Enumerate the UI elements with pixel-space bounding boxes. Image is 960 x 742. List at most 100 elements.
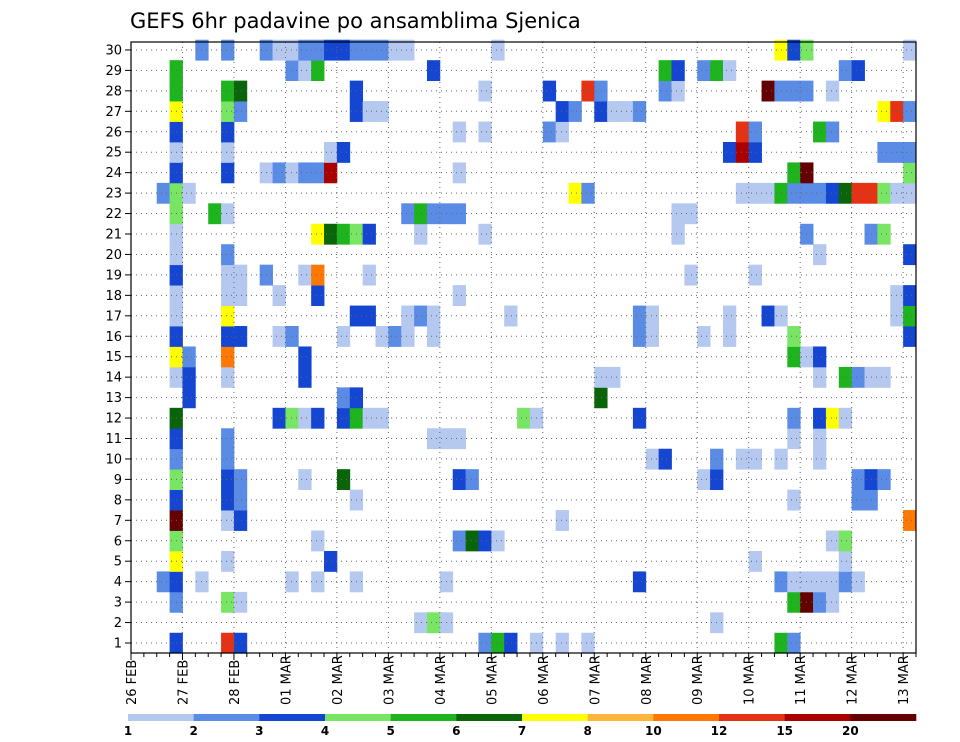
- heatmap-cell: [208, 203, 222, 225]
- heatmap-cell: [825, 530, 840, 552]
- heatmap-cell: [697, 326, 711, 347]
- heatmap-cell: [221, 510, 235, 531]
- heatmap-cell: [324, 39, 338, 61]
- heatmap-cell: [825, 571, 840, 593]
- heatmap-cell: [233, 264, 248, 286]
- heatmap-cell: [851, 489, 865, 511]
- heatmap-cell: [684, 264, 698, 286]
- heatmap-cell: [336, 387, 351, 409]
- heatmap-cell: [388, 326, 402, 347]
- heatmap-cell: [813, 448, 827, 470]
- x-tick-label: 28 FEB: [228, 660, 243, 705]
- heatmap-cell: [362, 39, 376, 61]
- heatmap-cell: [336, 39, 351, 61]
- heatmap-cell: [517, 407, 531, 429]
- y-tick-label: 30: [105, 43, 122, 58]
- legend-tick-label: 2: [189, 724, 197, 738]
- heatmap-cell: [221, 366, 235, 388]
- plot-frame: [130, 41, 917, 654]
- heatmap-cell: [285, 39, 299, 61]
- heatmap-cell: [298, 39, 312, 61]
- heatmap-cell: [903, 101, 917, 122]
- heatmap-cell: [452, 469, 466, 491]
- heatmap-cell: [671, 80, 685, 102]
- heatmap-cell: [722, 141, 737, 163]
- heatmap-cell: [658, 60, 672, 82]
- heatmap-cell: [221, 285, 235, 306]
- heatmap-cell: [903, 326, 917, 347]
- y-tick-label: 23: [105, 187, 122, 202]
- heatmap-cell: [221, 591, 235, 613]
- y-tick-label: 13: [105, 391, 122, 406]
- heatmap-cell: [272, 285, 286, 306]
- heatmap-cell: [838, 366, 853, 388]
- heatmap-cell: [851, 469, 865, 491]
- heatmap-cell: [272, 39, 286, 61]
- heatmap-cell: [748, 182, 762, 204]
- y-axis: 1234567891011121314151617181920212223242…: [105, 43, 131, 652]
- heatmap-cell: [401, 326, 415, 347]
- x-tick-label: 05 MAR: [485, 655, 500, 705]
- heatmap-cell: [658, 448, 672, 470]
- heatmap-cell: [787, 632, 801, 654]
- heatmap-cell: [452, 285, 466, 306]
- heatmap-cell: [221, 305, 235, 327]
- legend-swatch: [784, 714, 851, 721]
- heatmap-cell: [838, 550, 853, 572]
- heatmap-cell: [684, 203, 698, 225]
- heatmap-cell: [787, 39, 801, 61]
- heatmap-cell: [388, 39, 402, 61]
- y-tick-label: 3: [114, 596, 122, 611]
- legend-tick-label: 7: [518, 724, 526, 738]
- legend-swatch: [522, 714, 588, 721]
- heatmap-cell: [632, 326, 647, 347]
- legend-swatch: [193, 714, 260, 721]
- heatmap-cell: [632, 571, 647, 593]
- x-tick-label: 04 MAR: [434, 655, 449, 705]
- heatmap-cell: [452, 428, 466, 450]
- heatmap-cell: [285, 407, 299, 429]
- heatmap-cell: [221, 550, 235, 572]
- heatmap-cell: [478, 80, 492, 102]
- heatmap-cell: [851, 60, 865, 82]
- heatmap-cell: [298, 162, 312, 184]
- legend-swatch: [390, 714, 457, 721]
- y-tick-label: 7: [114, 514, 122, 529]
- heatmap-cell: [581, 182, 595, 204]
- heatmap-cell: [568, 101, 582, 122]
- x-tick-label: 10 MAR: [743, 655, 758, 705]
- heatmap-cell: [748, 121, 762, 143]
- heatmap-cell: [735, 182, 750, 204]
- y-tick-label: 25: [105, 146, 122, 161]
- heatmap-cell: [465, 469, 479, 491]
- heatmap-cell: [298, 366, 312, 388]
- heatmap-cell: [375, 407, 389, 429]
- heatmap-cell: [555, 121, 569, 143]
- heatmap-cell: [272, 326, 286, 347]
- heatmap-cell: [221, 101, 235, 122]
- heatmap-cell: [903, 305, 917, 327]
- heatmap-cell: [311, 407, 325, 429]
- heatmap-cell: [555, 510, 569, 531]
- heatmap-cell: [324, 162, 338, 184]
- heatmap-cell: [671, 60, 685, 82]
- heatmap-cell: [491, 39, 505, 61]
- heatmap-cell: [504, 632, 518, 654]
- y-tick-label: 24: [105, 166, 122, 181]
- heatmap-cell: [825, 182, 840, 204]
- heatmap-cell: [813, 571, 827, 593]
- heatmap-cell: [336, 326, 351, 347]
- heatmap-cell: [632, 305, 647, 327]
- x-tick-label: 07 MAR: [588, 655, 603, 705]
- heatmap-cell: [632, 407, 647, 429]
- heatmap-cell: [182, 366, 196, 388]
- heatmap-cell: [838, 60, 853, 82]
- heatmap-cell: [825, 80, 840, 102]
- heatmap-cell: [722, 326, 737, 347]
- heatmap-cell: [787, 326, 801, 347]
- heatmap-cell: [594, 101, 608, 122]
- heatmap-cell: [877, 101, 891, 122]
- heatmap-cell: [298, 346, 312, 368]
- legend-tick-label: 10: [645, 724, 662, 738]
- heatmap-cell: [581, 632, 595, 654]
